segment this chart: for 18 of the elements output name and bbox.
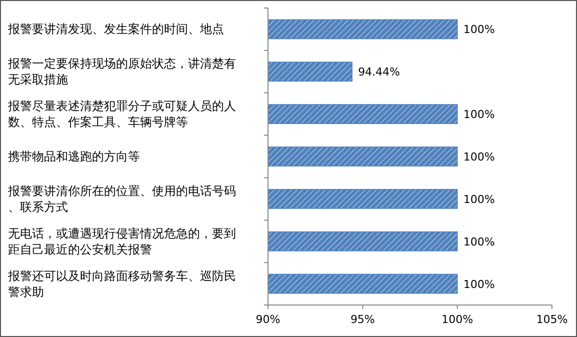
x-tick-label: 100% [442, 313, 474, 326]
y-tick-label: 报警尽量表述清楚犯罪分子或可疑人员的人数、特点、作案工具、车辆号牌等 [7, 99, 236, 130]
y-tick-label: 报警还可以及时向路面移动警务车、巡防民警求助 [7, 268, 236, 299]
y-tick-label: 报警要讲清发现、发生案件的时间、地点 [7, 22, 224, 36]
y-tick-label: 携带物品和逃跑的方向等 [8, 150, 140, 164]
data-label: 100% [463, 278, 495, 291]
y-tick-label: 报警一定要保持现场的原始状态，讲清楚有无采取措施 [7, 56, 236, 87]
y-tick-label: 无电话，或遭遇现行侵害情况危急的，要到距自己最近的公安机关报警 [8, 226, 236, 256]
data-label: 100% [463, 150, 495, 164]
y-tick-label: 报警要讲清你所在的位置、使用的电话号码、联系方式 [7, 184, 236, 214]
data-label: 100% [463, 192, 495, 206]
data-label: 100% [463, 235, 495, 248]
x-tick-label: 95% [350, 313, 375, 326]
x-tick-label: 105% [536, 313, 568, 326]
data-label: 100% [463, 23, 495, 36]
data-label: 100% [463, 108, 495, 122]
data-label: 94.44% [358, 66, 400, 79]
x-tick-label: 90% [256, 313, 280, 326]
